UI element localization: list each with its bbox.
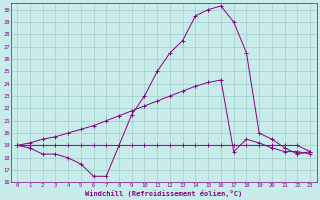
X-axis label: Windchill (Refroidissement éolien,°C): Windchill (Refroidissement éolien,°C) [85, 190, 242, 197]
